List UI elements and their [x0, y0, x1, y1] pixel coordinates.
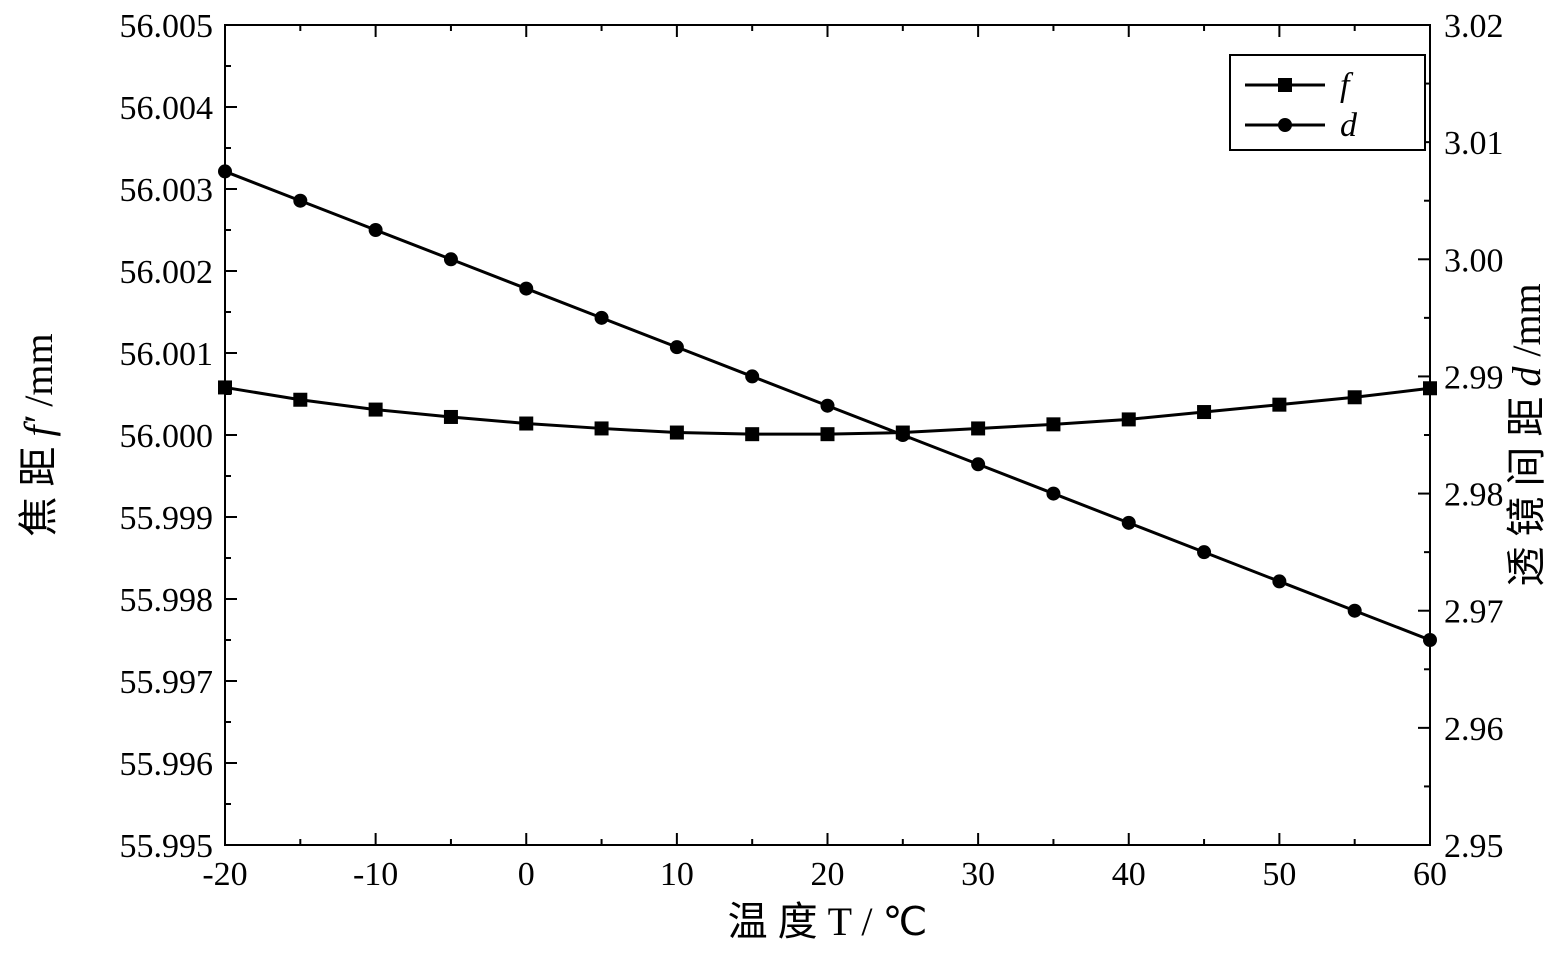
x-tick-label: 0	[518, 856, 535, 893]
series-d-marker	[595, 311, 609, 325]
y-right-axis-label: 透 镜 间 距 d /mm	[1504, 283, 1549, 586]
series-d-marker	[745, 369, 759, 383]
yr-tick-label: 2.97	[1444, 594, 1504, 631]
x-tick-label: 40	[1112, 856, 1146, 893]
yr-tick-label: 2.99	[1444, 359, 1504, 396]
series-d-marker	[1348, 604, 1362, 618]
yl-tick-label: 55.996	[120, 746, 214, 783]
yl-tick-label: 56.001	[120, 336, 214, 373]
yl-tick-label: 56.005	[120, 8, 214, 45]
yr-tick-label: 3.01	[1444, 125, 1504, 162]
x-tick-label: 30	[961, 856, 995, 893]
series-f-marker	[444, 410, 458, 424]
series-d-marker	[293, 194, 307, 208]
yr-tick-label: 3.00	[1444, 242, 1504, 279]
series-d-marker	[1423, 633, 1437, 647]
y-left-axis-label: 焦 距 f′ /mm	[16, 333, 61, 536]
chart-container: -20-10010203040506055.99555.99655.99755.…	[0, 0, 1558, 971]
series-f-marker	[1122, 412, 1136, 426]
series-d-marker	[1272, 574, 1286, 588]
series-d-marker	[218, 164, 232, 178]
x-tick-label: 10	[660, 856, 694, 893]
series-d-marker	[670, 340, 684, 354]
x-tick-label: 60	[1413, 856, 1447, 893]
yl-tick-label: 56.003	[120, 172, 214, 209]
yr-tick-label: 2.96	[1444, 711, 1504, 748]
series-f-marker	[595, 421, 609, 435]
series-d-marker	[1197, 545, 1211, 559]
legend-circle-icon	[1278, 118, 1292, 132]
legend-box	[1230, 55, 1425, 150]
series-f-marker	[971, 421, 985, 435]
series-f-marker	[745, 427, 759, 441]
series-f-marker	[218, 380, 232, 394]
series-f-marker	[821, 427, 835, 441]
series-f-marker	[519, 417, 533, 431]
legend-label-d: d	[1340, 107, 1358, 144]
x-tick-label: 50	[1262, 856, 1296, 893]
series-d-marker	[444, 252, 458, 266]
yr-tick-label: 2.98	[1444, 477, 1504, 514]
yl-tick-label: 55.997	[120, 664, 214, 701]
series-d-marker	[1046, 487, 1060, 501]
x-tick-label: -10	[353, 856, 398, 893]
series-f-marker	[1272, 398, 1286, 412]
series-f-marker	[1423, 381, 1437, 395]
series-f-marker	[670, 426, 684, 440]
yl-tick-label: 55.999	[120, 500, 214, 537]
yr-tick-label: 2.95	[1444, 828, 1504, 865]
yl-tick-label: 56.004	[120, 90, 214, 127]
yl-tick-label: 56.000	[120, 418, 214, 455]
yl-tick-label: 56.002	[120, 254, 214, 291]
series-d-marker	[369, 223, 383, 237]
series-f-marker	[1046, 417, 1060, 431]
yl-tick-label: 55.995	[120, 828, 214, 865]
series-d-marker	[821, 399, 835, 413]
series-f-marker	[369, 403, 383, 417]
series-d-marker	[971, 457, 985, 471]
series-d-marker	[519, 282, 533, 296]
series-f-marker	[1197, 405, 1211, 419]
series-f-marker	[293, 393, 307, 407]
yl-tick-label: 55.998	[120, 582, 214, 619]
series-d-marker	[1122, 516, 1136, 530]
yr-tick-label: 3.02	[1444, 8, 1504, 45]
x-tick-label: 20	[811, 856, 845, 893]
series-d-marker	[896, 428, 910, 442]
x-axis-label: 温 度 T / ℃	[728, 899, 928, 944]
series-f-marker	[1348, 390, 1362, 404]
legend-square-icon	[1278, 78, 1292, 92]
chart-svg: -20-10010203040506055.99555.99655.99755.…	[0, 0, 1558, 971]
